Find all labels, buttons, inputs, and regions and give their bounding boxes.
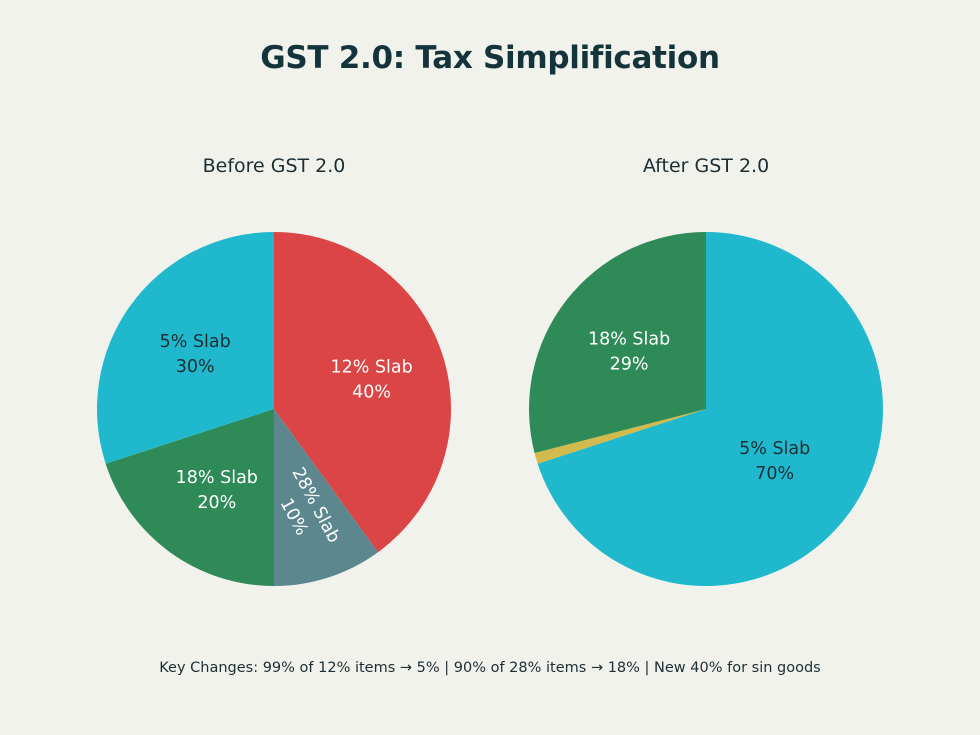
chart-title: GST 2.0: Tax Simplification [260, 40, 720, 76]
slice-label: 5% Slab 30% [160, 332, 231, 377]
slice-category: 18% Slab [176, 468, 258, 488]
pie-before-slices [96, 232, 452, 586]
pie-slice [96, 232, 274, 464]
slice-category: 5% Slab [160, 332, 231, 352]
pie-slice [528, 232, 706, 454]
pie-slice [105, 409, 274, 586]
pie-after-title: After GST 2.0 [643, 155, 769, 177]
pie-slice [534, 409, 706, 464]
pie-before-title: Before GST 2.0 [203, 155, 346, 177]
slice-label: 18% Slab 29% [588, 329, 670, 374]
slice-label: 18% Slab 20% [176, 468, 258, 513]
slice-value: 70% [755, 464, 794, 484]
slice-label: 12% Slab 40% [330, 357, 412, 402]
slice-label: 5% Slab 70% [739, 439, 810, 484]
slice-value: 40% [352, 382, 391, 402]
slice-category: 18% Slab [588, 329, 670, 349]
pie-after-slices [528, 232, 883, 586]
slice-value: 29% [610, 354, 649, 374]
key-changes-note: Key Changes: 99% of 12% items → 5% | 90%… [159, 660, 821, 676]
slice-value: 30% [176, 357, 215, 377]
pie-after-labels: 5% Slab 70% 18% Slab 29% [588, 329, 810, 484]
pie-slice [537, 232, 883, 586]
pie-slice [274, 409, 379, 586]
pie-chart-after: After GST 2.0 5% Slab 70% 18% Slab 29% [528, 155, 883, 586]
slice-category: 12% Slab [330, 357, 412, 377]
pie-slice [274, 232, 452, 553]
slice-value: 20% [197, 493, 236, 513]
slice-category: 5% Slab [739, 439, 810, 459]
pie-chart-before: Before GST 2.0 12% Slab 40%28% Slab10%18%… [96, 155, 452, 586]
